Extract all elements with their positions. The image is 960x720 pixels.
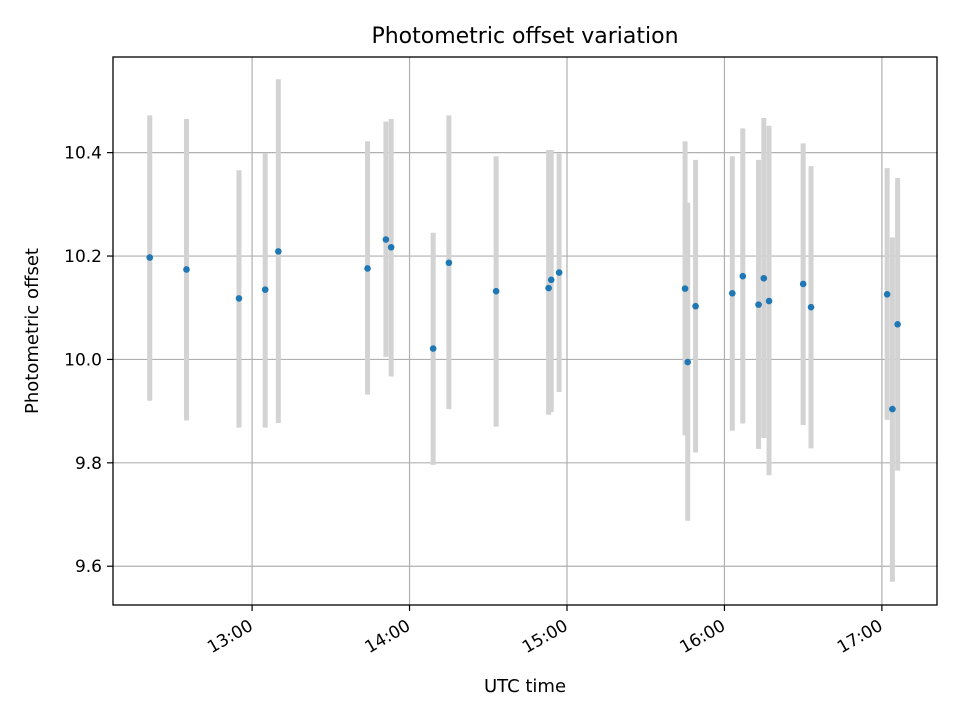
- y-axis-label: Photometric offset: [22, 248, 43, 414]
- data-point: [146, 254, 154, 261]
- data-point: [261, 286, 269, 293]
- plot-frame: [112, 56, 938, 606]
- data-point: [760, 274, 768, 282]
- x-axis-label: UTC time: [484, 676, 566, 697]
- data-point: [545, 284, 552, 292]
- y-tick-label: 10.4: [64, 144, 102, 164]
- y-tick-label: 10.2: [64, 247, 102, 267]
- x-tick-label: 13:00: [204, 616, 256, 658]
- data-point: [894, 320, 901, 328]
- data-point: [807, 303, 815, 311]
- x-tick-label: 15:00: [519, 616, 571, 658]
- data-point: [547, 276, 555, 284]
- data-point: [492, 287, 500, 295]
- y-tick-label: 10.0: [64, 350, 102, 370]
- data-point: [382, 236, 390, 243]
- x-tick-label: 16:00: [677, 616, 729, 658]
- data-point: [681, 285, 689, 292]
- x-tick-label: 17:00: [834, 616, 886, 658]
- data-point: [387, 243, 395, 251]
- y-tick-label: 9.6: [75, 557, 102, 577]
- data-point: [765, 297, 773, 305]
- data-point: [183, 266, 190, 273]
- data-point: [883, 290, 891, 298]
- data-point: [684, 358, 692, 366]
- chart-title: Photometric offset variation: [371, 24, 678, 49]
- data-point: [889, 405, 896, 413]
- data-point: [729, 289, 736, 297]
- data-points: [146, 236, 901, 413]
- x-axis-ticks: 13:00 14:00 15:00 16:00 17:00: [204, 605, 886, 658]
- grid-lines: [113, 57, 937, 605]
- error-bars: [147, 79, 901, 582]
- data-point: [275, 248, 282, 255]
- data-point: [755, 301, 762, 308]
- data-point: [799, 280, 807, 288]
- data-point: [445, 259, 453, 267]
- data-point: [739, 272, 747, 280]
- data-point: [555, 269, 563, 276]
- y-tick-label: 9.8: [75, 454, 102, 474]
- data-point: [692, 302, 699, 310]
- data-point: [235, 295, 243, 302]
- x-tick-label: 14:00: [362, 616, 414, 658]
- data-point: [429, 345, 437, 352]
- data-point: [364, 265, 371, 272]
- y-axis-ticks: 9.6 9.8 10.0 10.2 10.4: [64, 144, 113, 577]
